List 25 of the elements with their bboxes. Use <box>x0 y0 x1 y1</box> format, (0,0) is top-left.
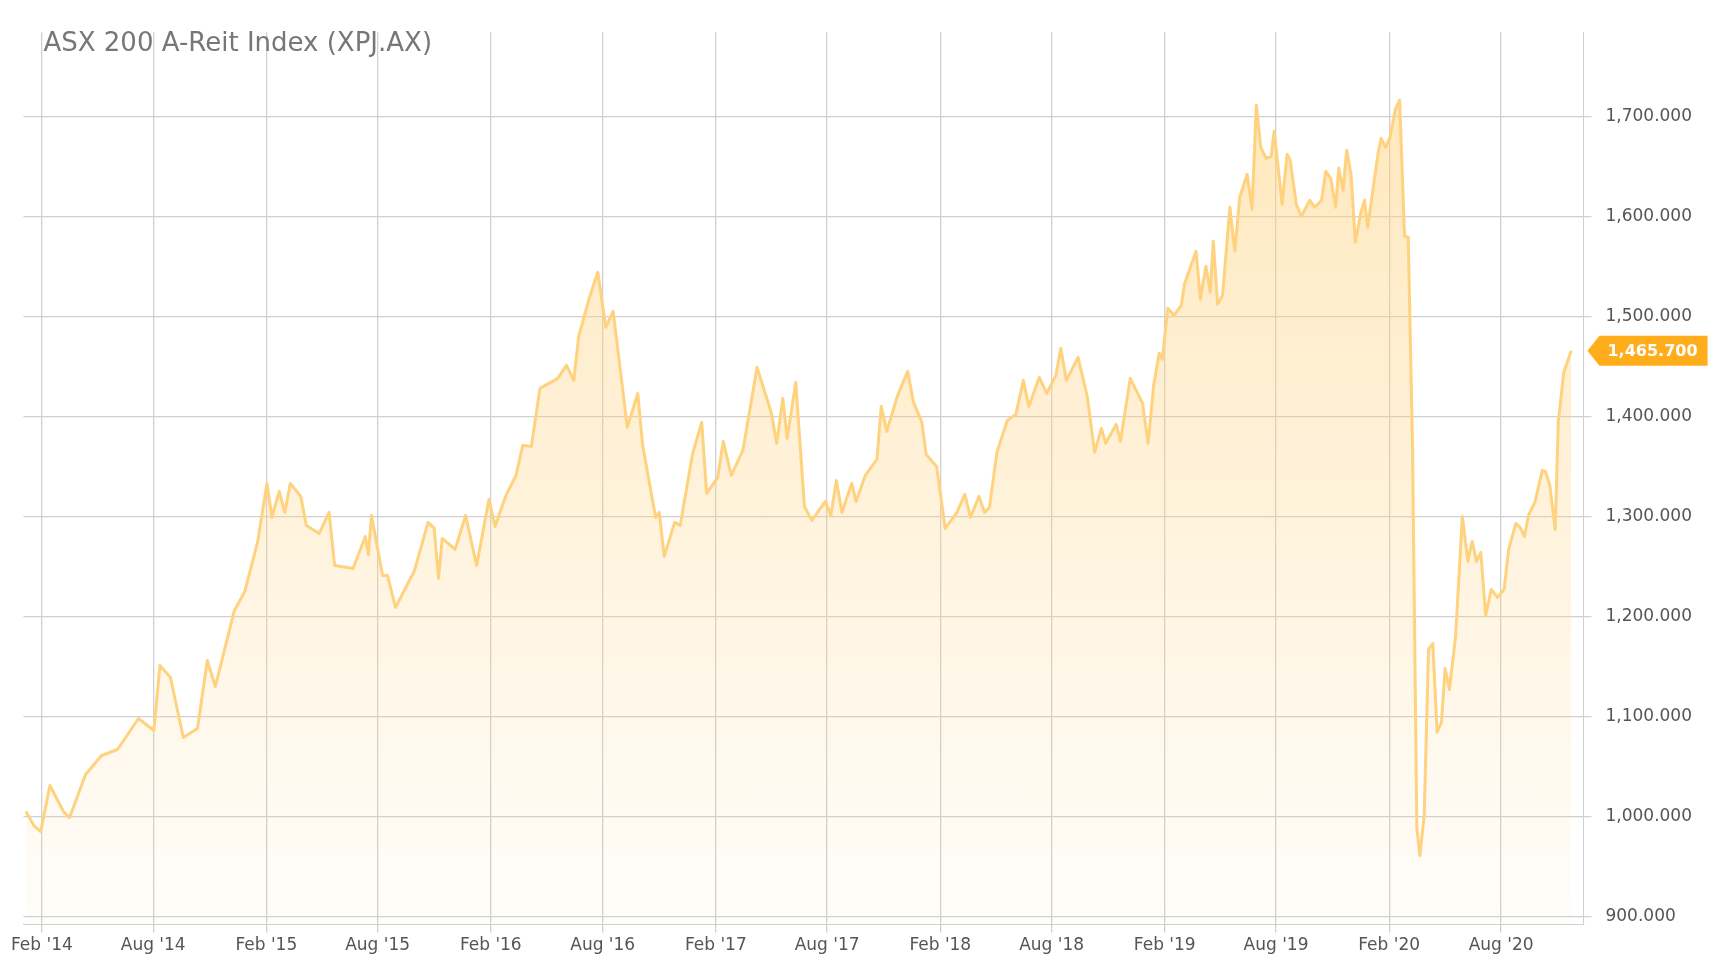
x-tick-label: Feb '14 <box>11 934 73 955</box>
chart-title: ASX 200 A-Reit Index (XPJ.AX) <box>43 26 433 57</box>
annotation: 1,465.700 <box>1607 340 1698 360</box>
x-tick-label: Feb '16 <box>459 934 522 955</box>
x-tick-label: Feb '18 <box>909 934 972 955</box>
x-tick-label: Aug '17 <box>794 934 860 955</box>
x-tick-label: Aug '20 <box>1468 934 1534 955</box>
y-tick-label: 1,000.000 <box>1605 804 1693 825</box>
x-tick-label: Feb '19 <box>1133 934 1196 955</box>
y-tick-label: 1,200.000 <box>1605 604 1693 625</box>
y-tick-label: 1,400.000 <box>1605 404 1693 425</box>
x-tick-label: Aug '15 <box>345 934 411 955</box>
x-tick-label: Feb '17 <box>684 934 747 955</box>
y-tick-label: 1,600.000 <box>1605 204 1693 225</box>
y-tick-label: 1,500.000 <box>1605 304 1693 325</box>
y-tick-label: 1,300.000 <box>1605 504 1693 525</box>
y-tick-label: 1,100.000 <box>1605 704 1693 725</box>
x-tick-label: Aug '18 <box>1019 934 1085 955</box>
y-tick-label: 900.000 <box>1605 905 1676 926</box>
x-tick-label: Feb '15 <box>235 934 298 955</box>
x-tick-label: Aug '14 <box>120 934 186 955</box>
x-tick-label: Aug '19 <box>1243 934 1309 955</box>
x-tick-label: Feb '20 <box>1358 934 1421 955</box>
x-tick-label: Aug '16 <box>570 934 636 955</box>
y-tick-label: 1,700.000 <box>1605 104 1693 125</box>
